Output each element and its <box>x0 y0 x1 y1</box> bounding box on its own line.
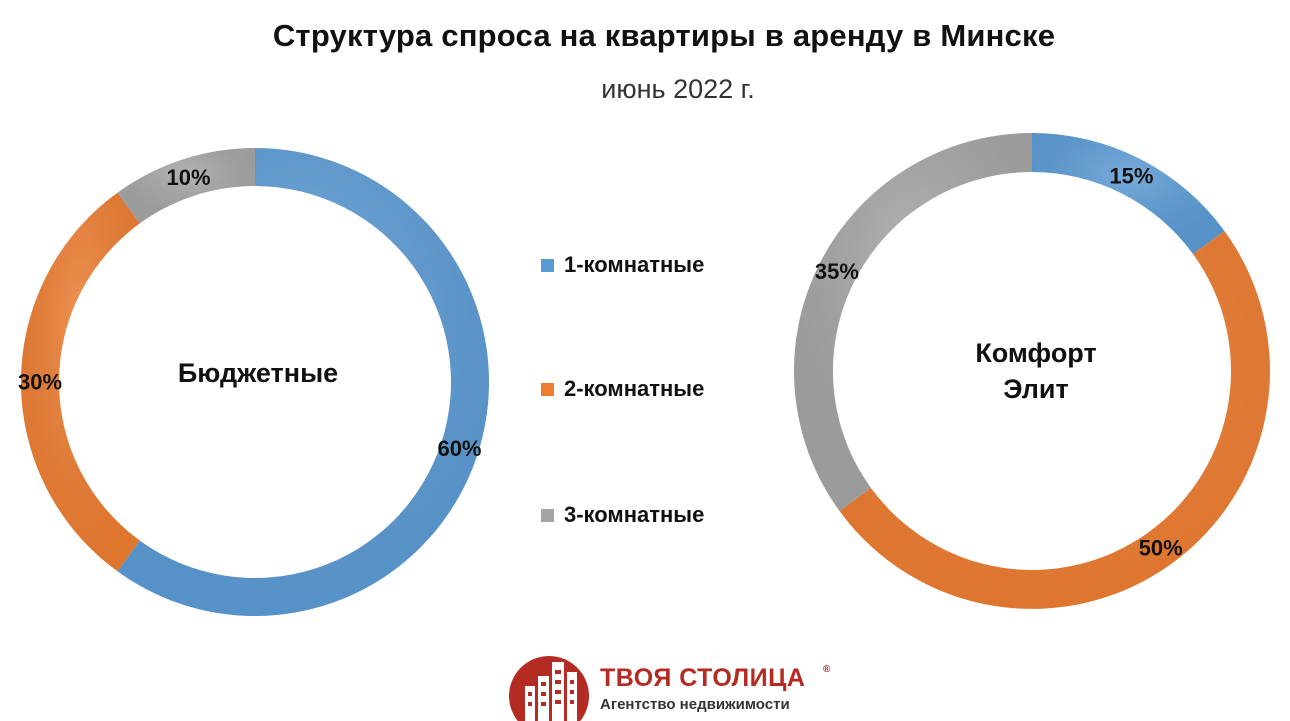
legend-item-3-room: 3-комнатные <box>541 500 704 530</box>
slice-label-3-room: 10% <box>167 165 211 190</box>
donut-slice-shading <box>794 133 1032 511</box>
donut-center-label: Бюджетные <box>178 358 338 388</box>
donut-slice-shading <box>20 192 140 572</box>
building-logo-icon <box>509 656 589 721</box>
donut-slice-shading <box>1032 133 1225 255</box>
logo-tagline: Агентство недвижимости <box>600 696 790 713</box>
donut-slice-shading <box>117 148 255 224</box>
legend-item-2-room: 2-комнатные <box>541 374 704 404</box>
slice-label-2-room: 50% <box>1139 536 1183 561</box>
slice-label-3-room: 35% <box>815 259 859 284</box>
legend-label: 2-комнатные <box>564 376 705 401</box>
chart-subtitle: июнь 2022 г. <box>601 74 755 104</box>
legend-swatch-2-room <box>541 382 554 396</box>
legend-item-1-room: 1-комнатные <box>541 250 704 280</box>
donut-slice-shading <box>839 231 1270 609</box>
donut-comfort-elite: 15% 50% 35% Комфорт Элит <box>794 133 1270 609</box>
donut-budget: 60% 30% 10% Бюджетные <box>18 148 489 616</box>
logo-registered-mark: ® <box>823 664 831 675</box>
legend-label: 3-комнатные <box>564 502 705 527</box>
chart-title: Структура спроса на квартиры в аренду в … <box>272 18 1056 53</box>
slice-label-2-room: 30% <box>18 370 62 395</box>
legend-swatch-1-room <box>541 258 554 272</box>
donut-center-label: Элит <box>1003 374 1069 404</box>
legend-label: 1-комнатные <box>564 252 705 277</box>
slice-label-1-room: 60% <box>437 436 481 461</box>
donut-slice-shading <box>117 148 489 616</box>
logo-name: ТВОЯ СТОЛИЦА <box>600 664 806 692</box>
agency-logo: ТВОЯ СТОЛИЦА ® Агентство недвижимости <box>508 652 848 721</box>
legend-swatch-3-room <box>541 508 554 522</box>
slice-label-1-room: 15% <box>1109 163 1153 188</box>
donut-center-label: Комфорт <box>975 338 1096 368</box>
